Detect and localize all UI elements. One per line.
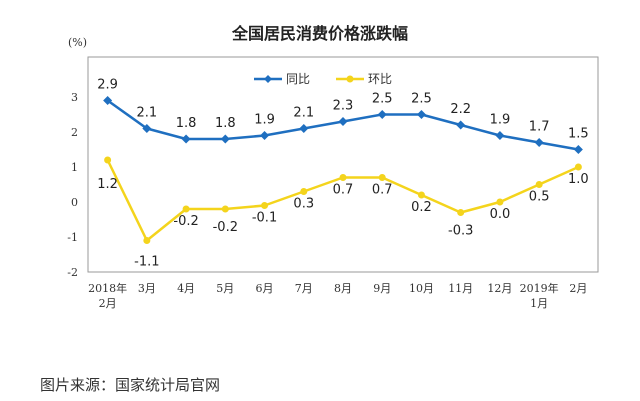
x-tick-label: 10月	[409, 282, 434, 295]
data-point	[300, 188, 308, 195]
data-point	[182, 205, 190, 213]
x-tick-label: 11月	[448, 282, 473, 295]
x-tick-label: 7月	[295, 282, 313, 295]
data-label: 1.7	[529, 120, 550, 135]
chart-title: 全国居民消费价格涨跌幅	[231, 24, 408, 43]
data-label: 2.3	[333, 99, 354, 114]
data-label: 0.3	[293, 197, 314, 212]
data-point	[221, 205, 229, 213]
data-point	[574, 163, 582, 171]
data-label: -0.2	[173, 214, 198, 229]
y-tick-label: -2	[67, 266, 78, 279]
plot-border	[87, 56, 599, 273]
data-point	[535, 181, 543, 188]
data-label: -0.2	[213, 220, 238, 235]
data-point	[104, 156, 112, 164]
data-label: 0.7	[372, 183, 393, 198]
data-point	[181, 134, 191, 144]
x-tick-label: 3月	[138, 282, 156, 295]
data-point	[142, 124, 152, 133]
source-caption: 图片来源：国家统计局官网	[40, 376, 221, 394]
data-label: 0.2	[411, 200, 432, 215]
data-label: -0.3	[448, 224, 473, 239]
x-tick-label: 9月	[373, 282, 391, 295]
data-point	[495, 131, 505, 140]
legend-label: 同比	[286, 72, 310, 86]
legend-marker	[346, 75, 354, 83]
data-label: 1.0	[568, 172, 589, 187]
data-point	[339, 174, 347, 181]
y-tick-label: 2	[71, 126, 78, 139]
data-label: 2.1	[293, 106, 314, 121]
data-label: 1.5	[568, 127, 589, 142]
data-label: 1.8	[215, 116, 236, 131]
data-point	[220, 134, 230, 144]
data-point	[417, 191, 425, 199]
data-label: 2.2	[450, 102, 471, 117]
x-tick-label: 2019年 1月	[520, 281, 559, 310]
data-point	[416, 110, 426, 119]
data-label: -1.1	[134, 255, 159, 270]
data-point	[573, 145, 583, 154]
data-label: 0.0	[490, 207, 511, 222]
x-tick-label: 8月	[334, 282, 352, 295]
data-label: 2.5	[411, 92, 432, 107]
legend-marker	[264, 75, 272, 83]
y-tick-label: 0	[71, 196, 78, 209]
y-axis-unit-label: (%)	[68, 36, 87, 49]
data-point	[261, 202, 269, 209]
legend-label: 环比	[368, 72, 392, 86]
data-point	[143, 237, 151, 244]
data-point	[456, 120, 466, 130]
y-tick-label: 3	[71, 91, 78, 104]
data-label: 0.5	[529, 190, 550, 205]
data-label: 2.5	[372, 92, 393, 107]
x-tick-label: 2018年 2月	[88, 281, 127, 310]
y-tick-label: 1	[71, 161, 78, 174]
data-label: 1.9	[254, 113, 275, 128]
data-label: 1.9	[490, 113, 511, 128]
data-label: 1.8	[176, 116, 197, 131]
data-label: 2.1	[137, 106, 158, 121]
x-tick-label: 2月	[569, 282, 587, 295]
data-point	[299, 124, 309, 133]
data-point	[377, 110, 387, 119]
data-label: 1.2	[97, 177, 118, 192]
x-tick-label: 6月	[256, 282, 274, 295]
x-tick-label: 4月	[177, 282, 195, 295]
data-label: 2.9	[97, 78, 118, 93]
data-point	[103, 96, 113, 105]
x-tick-label: 12月	[487, 282, 512, 295]
data-point	[260, 131, 270, 140]
data-point	[496, 198, 504, 206]
data-label: -0.1	[252, 211, 277, 226]
data-point	[457, 209, 465, 216]
data-point	[534, 138, 544, 147]
y-tick-label: -1	[67, 231, 78, 244]
data-label: 0.7	[333, 183, 354, 198]
data-point	[338, 117, 348, 126]
data-point	[378, 174, 386, 181]
x-tick-label: 5月	[216, 282, 234, 295]
